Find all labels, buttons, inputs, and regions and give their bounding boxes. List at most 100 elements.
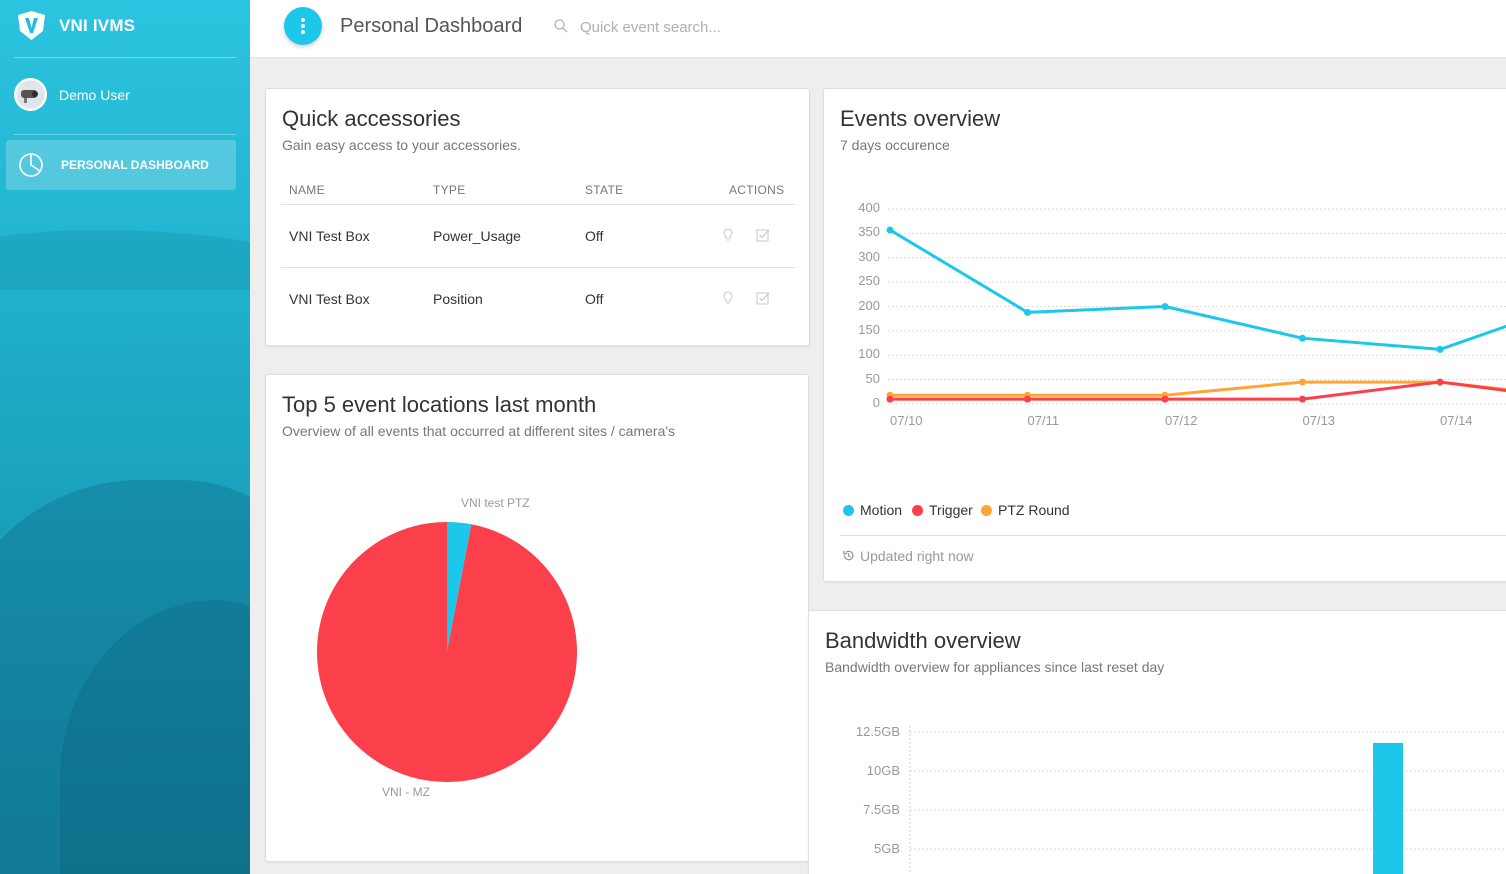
series-line-motion bbox=[889, 228, 1506, 351]
pie-chart-icon bbox=[19, 153, 43, 177]
data-point-motion[interactable] bbox=[1299, 334, 1306, 342]
legend-dot bbox=[912, 505, 923, 516]
camera-avatar-icon bbox=[16, 80, 45, 109]
dot bbox=[301, 18, 305, 22]
data-point-trigger[interactable] bbox=[1024, 395, 1031, 403]
pie-chart bbox=[317, 522, 577, 782]
cell-type: Power_Usage bbox=[433, 228, 521, 244]
top-navbar: Personal Dashboard bbox=[250, 0, 1506, 58]
search-icon bbox=[554, 19, 568, 33]
menu-toggle-button[interactable] bbox=[284, 7, 322, 45]
checkbox-edit-icon[interactable] bbox=[756, 228, 770, 242]
data-point-trigger[interactable] bbox=[1161, 395, 1169, 403]
y-tick-label: 12.5GB bbox=[855, 724, 900, 739]
legend-dot bbox=[843, 505, 854, 516]
legend-label: Trigger bbox=[929, 502, 973, 518]
lightbulb-icon[interactable] bbox=[721, 291, 735, 305]
cell-name: VNI Test Box bbox=[289, 291, 370, 307]
card-title: Quick accessories bbox=[282, 106, 461, 131]
legend-item-trigger[interactable]: Trigger bbox=[912, 502, 973, 518]
logo-shield-icon bbox=[18, 11, 45, 40]
dot bbox=[301, 30, 305, 34]
data-point-motion[interactable] bbox=[1024, 308, 1031, 316]
y-tick-label: 400 bbox=[858, 200, 880, 215]
dot bbox=[301, 24, 305, 28]
legend-label: PTZ Round bbox=[998, 502, 1070, 518]
y-tick-label: 5GB bbox=[873, 841, 900, 856]
data-point-motion[interactable] bbox=[1436, 345, 1444, 353]
y-tick-label: 200 bbox=[858, 297, 880, 313]
avatar[interactable] bbox=[14, 78, 47, 111]
checkbox-edit-icon[interactable] bbox=[756, 291, 770, 305]
pie-label-vni-mz: VNI - MZ bbox=[382, 785, 430, 799]
bandwidth-bar[interactable] bbox=[1373, 742, 1403, 874]
y-tick-label: 0 bbox=[872, 395, 880, 410]
background-mountain bbox=[0, 480, 250, 874]
cell-state: Off bbox=[585, 291, 604, 307]
data-point-ptz-round[interactable] bbox=[1299, 378, 1306, 386]
data-point-motion[interactable] bbox=[1161, 303, 1169, 310]
x-tick-label: 07/11 bbox=[1027, 413, 1060, 428]
brand[interactable]: VNI IVMS bbox=[0, 0, 250, 58]
y-tick-label: 150 bbox=[858, 321, 880, 337]
x-tick-label: 07/14 bbox=[1440, 413, 1473, 428]
x-tick-label: 07/10 bbox=[890, 413, 923, 428]
x-tick-label: 07/13 bbox=[1302, 413, 1336, 428]
y-tick-label: 250 bbox=[858, 273, 880, 289]
legend-item-ptz-round[interactable]: PTZ Round bbox=[981, 502, 1070, 518]
history-icon bbox=[842, 550, 854, 561]
app-name: VNI IVMS bbox=[59, 16, 136, 35]
y-tick-label: 300 bbox=[858, 248, 880, 264]
cell-state: Off bbox=[585, 228, 604, 244]
legend-label: Motion bbox=[860, 502, 903, 518]
data-point-trigger[interactable] bbox=[1299, 395, 1306, 403]
card-title: Events overview bbox=[840, 106, 1001, 131]
divider bbox=[840, 535, 1506, 536]
y-tick-label: 7.5GB bbox=[863, 802, 900, 817]
sidebar-item-label: PERSONAL DASHBOARD bbox=[61, 158, 209, 172]
data-point-motion[interactable] bbox=[886, 226, 894, 234]
bar-chart bbox=[909, 726, 1506, 874]
pie-label-vni-test-ptz: VNI test PTZ bbox=[461, 496, 530, 510]
data-point-trigger[interactable] bbox=[1436, 378, 1444, 386]
divider bbox=[14, 134, 236, 135]
line-chart bbox=[886, 208, 1506, 405]
y-tick-label: 350 bbox=[858, 224, 880, 240]
y-tick-label: 50 bbox=[865, 370, 880, 386]
pie-slice-vni-mz[interactable] bbox=[317, 522, 577, 782]
divider bbox=[281, 204, 795, 205]
column-header-type[interactable]: TYPE bbox=[433, 183, 466, 197]
card-subtitle: 7 days occurence bbox=[840, 137, 950, 153]
legend-dot bbox=[981, 505, 992, 516]
data-point-trigger[interactable] bbox=[886, 395, 894, 403]
y-tick-label: 100 bbox=[858, 346, 880, 362]
card-title: Top 5 event locations last month bbox=[282, 392, 597, 417]
cell-type: Position bbox=[433, 291, 483, 307]
page-title: Personal Dashboard bbox=[340, 15, 523, 37]
events-overview-card: Events overview 7 days occurence 0 50 100 1… bbox=[823, 88, 1506, 582]
series-line-trigger bbox=[890, 380, 1506, 401]
column-header-name[interactable]: NAME bbox=[289, 183, 325, 197]
top-locations-card: Top 5 event locations last month Overvie… bbox=[265, 374, 809, 862]
sidebar: VNI IVMS Demo User PERSONAL DASHBOARD bbox=[0, 0, 250, 874]
card-subtitle: Gain easy access to your accessories. bbox=[282, 137, 521, 153]
y-tick-label: 10GB bbox=[866, 763, 900, 778]
bandwidth-overview-card: Bandwidth overview Bandwidth overview fo… bbox=[808, 610, 1506, 874]
card-subtitle: Overview of all events that occurred at … bbox=[282, 423, 676, 439]
updated-status: Updated right now bbox=[860, 548, 974, 564]
search-input[interactable] bbox=[580, 14, 880, 40]
card-subtitle: Bandwidth overview for appliances since … bbox=[825, 659, 1165, 675]
divider bbox=[14, 57, 236, 58]
legend-item-motion[interactable]: Motion bbox=[843, 502, 902, 518]
cell-name: VNI Test Box bbox=[289, 228, 370, 244]
column-header-state[interactable]: STATE bbox=[585, 183, 624, 197]
divider bbox=[281, 267, 795, 268]
background-mountain bbox=[0, 230, 250, 290]
x-tick-label: 07/12 bbox=[1165, 413, 1198, 428]
column-header-actions: ACTIONS bbox=[729, 183, 785, 197]
user-name[interactable]: Demo User bbox=[59, 87, 130, 103]
sidebar-item-personal-dashboard[interactable]: PERSONAL DASHBOARD bbox=[6, 140, 236, 190]
lightbulb-icon[interactable] bbox=[721, 228, 735, 242]
pie-slice-vni-test-ptz[interactable] bbox=[447, 522, 472, 652]
card-title: Bandwidth overview bbox=[825, 628, 1021, 653]
